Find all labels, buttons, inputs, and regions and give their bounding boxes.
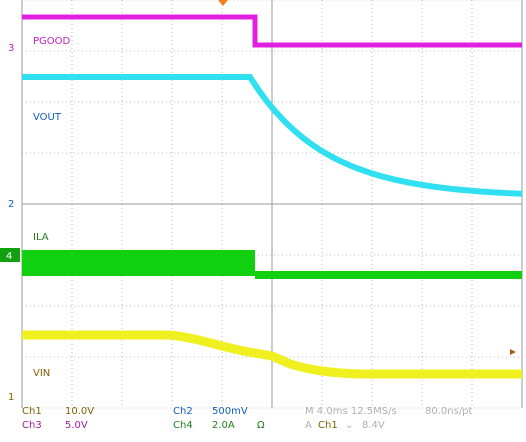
vin-trace bbox=[22, 330, 522, 379]
status-text: 8.4V bbox=[362, 420, 385, 431]
trace-label: ILA bbox=[33, 232, 49, 243]
status-text: 10.0V bbox=[65, 406, 94, 417]
channel-marker: 1 bbox=[8, 392, 14, 403]
status-text: Ch3 bbox=[22, 420, 42, 431]
status-text: A bbox=[305, 420, 312, 431]
status-text: 80.0ns/pt bbox=[425, 406, 473, 417]
pgood-trace bbox=[22, 14, 522, 48]
trace-label: PGOOD bbox=[33, 36, 71, 47]
status-text: 500mV bbox=[212, 406, 248, 417]
channel-marker: 4 bbox=[6, 251, 12, 262]
grid bbox=[21, 0, 523, 409]
status-text: ⌄ bbox=[345, 420, 353, 431]
channel-box bbox=[0, 248, 20, 262]
trigger-marker bbox=[218, 0, 228, 6]
status-text: M 4.0ms 12.5MS/s bbox=[305, 406, 397, 417]
status-text: Ω bbox=[257, 420, 265, 431]
status-text: Ch2 bbox=[173, 406, 193, 417]
status-text: Ch4 bbox=[173, 420, 193, 431]
status-text: 2.0A bbox=[212, 420, 235, 431]
channel-marker: 3 bbox=[8, 43, 14, 54]
status-text: Ch1 bbox=[22, 406, 42, 417]
status-text: 5.0V bbox=[65, 420, 88, 431]
channel-marker: 2 bbox=[8, 199, 14, 210]
ila-trace-after bbox=[255, 271, 522, 279]
vout-trace bbox=[22, 74, 523, 197]
ila-trace bbox=[22, 250, 255, 276]
trace-label: VIN bbox=[33, 368, 50, 379]
trigger-level bbox=[510, 349, 516, 355]
status-text: Ch1 bbox=[318, 420, 338, 431]
trace-label: VOUT bbox=[33, 112, 62, 123]
